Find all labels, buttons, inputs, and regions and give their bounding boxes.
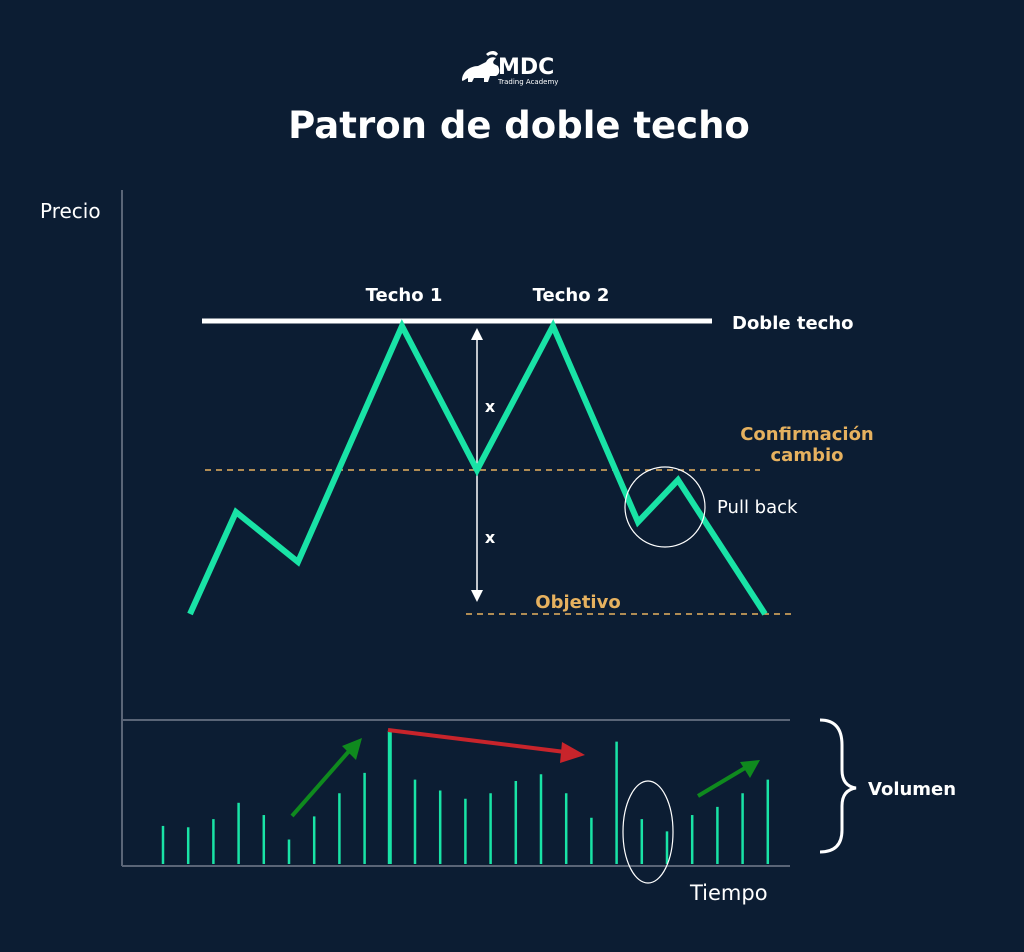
logo: MDC Trading Academy xyxy=(462,51,558,86)
volume-down-arrow xyxy=(387,728,585,763)
bull-icon xyxy=(462,51,500,82)
volume-up-arrow-left xyxy=(290,738,362,818)
volume-bars xyxy=(161,730,770,864)
logo-tagline: Trading Academy xyxy=(497,78,558,86)
measure-lower-label: x xyxy=(485,528,496,547)
pullback-circle xyxy=(624,466,706,548)
target-label: Objetivo xyxy=(535,592,620,613)
peak2-label: Techo 2 xyxy=(533,285,610,306)
volume-low-circle xyxy=(622,780,674,884)
price-line xyxy=(187,319,768,616)
logo-name: MDC xyxy=(498,55,554,80)
confirmation-label-line2: cambio xyxy=(771,445,844,466)
resistance-label: Doble techo xyxy=(732,313,854,334)
volume-up-arrow-right xyxy=(696,760,760,798)
peak1-label: Techo 1 xyxy=(366,285,443,306)
page-title: Patron de doble techo xyxy=(288,104,750,147)
pullback-label: Pull back xyxy=(717,497,798,518)
y-axis-label: Precio xyxy=(40,199,101,223)
x-axis-label: Tiempo xyxy=(689,881,768,905)
measure-upper-label: x xyxy=(485,397,496,416)
volume-brace xyxy=(819,718,857,854)
confirmation-label-line1: Confirmación xyxy=(740,424,874,445)
volume-label: Volumen xyxy=(868,779,956,800)
